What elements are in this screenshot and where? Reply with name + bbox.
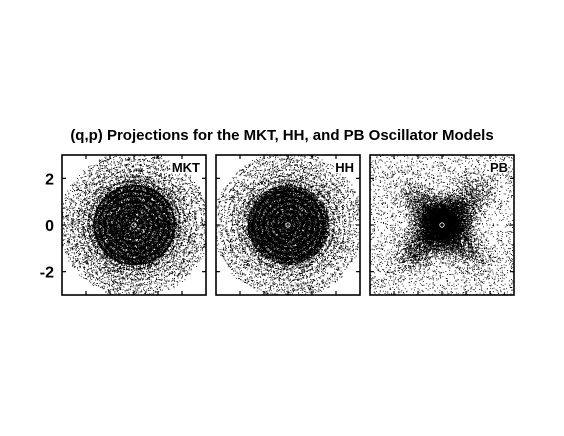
scatter-points-pb — [370, 155, 514, 295]
origin-marker — [439, 222, 445, 228]
chart-title: (q,p) Projections for the MKT, HH, and P… — [70, 127, 494, 144]
y-tick-label: -2 — [40, 265, 54, 282]
scatter-points-mkt — [62, 155, 206, 295]
panel-mkt: MKT — [61, 154, 207, 296]
y-tick-label: 0 — [45, 218, 54, 235]
y-tick-label: 2 — [45, 171, 54, 188]
panel-label-pb: PB — [490, 160, 508, 175]
y-axis-labels: 2 0 -2 — [40, 171, 54, 281]
panel-label-mkt: MKT — [172, 160, 200, 175]
scatter-points-hh — [216, 155, 360, 295]
origin-marker — [131, 222, 137, 228]
panels: MKT HH PB — [61, 154, 515, 296]
origin-marker — [285, 222, 291, 228]
panel-label-hh: HH — [335, 160, 354, 175]
panel-hh: HH — [215, 154, 361, 296]
panel-pb: PB — [369, 154, 515, 296]
